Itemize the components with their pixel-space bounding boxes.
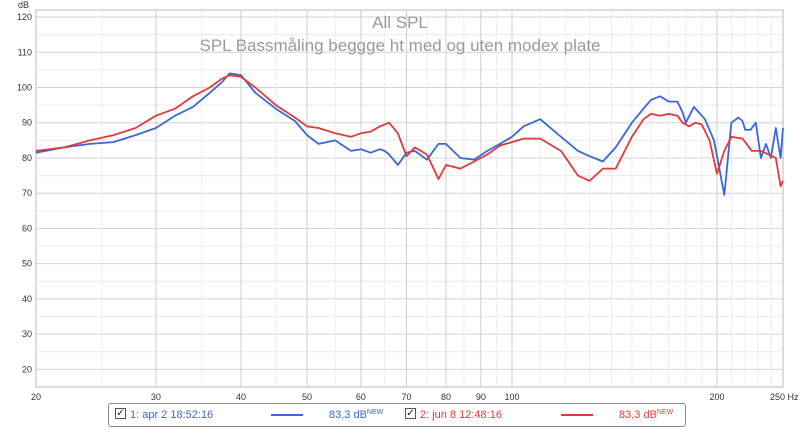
series-layer (35, 72, 784, 196)
x-tick-label: 40 (236, 392, 246, 402)
chart-legend: ✓ 1: apr 2 18:52:16 83,3 dBNEW ✓ 2: jun … (108, 403, 686, 427)
x-tick-label: 80 (441, 392, 451, 402)
y-tick-label: 80 (22, 153, 32, 163)
checkbox-icon[interactable]: ✓ (115, 408, 126, 419)
y-tick-label: 120 (17, 12, 32, 22)
legend-series-1-value: 83,3 dBNEW (329, 409, 384, 421)
x-tick-label: 100 (504, 392, 519, 402)
x-tick-label: 50 (302, 392, 312, 402)
x-tick-label: 90 (476, 392, 486, 402)
legend-series-1-label: 1: apr 2 18:52:16 (130, 409, 214, 421)
x-tick-label: 60 (356, 392, 366, 402)
x-tick-label: 250 Hz (770, 392, 799, 402)
chart-title: All SPL (372, 13, 428, 32)
legend-series-2-value: 83,3 dBNEW (619, 409, 674, 421)
chart-subtitle: SPL Bassmåling beggge ht med og uten mod… (199, 36, 600, 55)
checkbox-icon[interactable]: ✓ (405, 408, 416, 419)
y-tick-label: 110 (18, 47, 32, 57)
legend-series-2-label: 2: jun 8 12:48:16 (420, 409, 502, 421)
x-tick-labels: 20 30 40 50 60 70 80 90 100 200 250 Hz (31, 392, 799, 402)
y-axis-unit-label: dB (18, 0, 29, 10)
legend-series-2-swatch (561, 414, 593, 416)
y-tick-label: 30 (22, 329, 32, 339)
grid-layer (36, 10, 783, 387)
y-tick-label: 40 (22, 294, 32, 304)
series-1-line (35, 72, 784, 196)
x-tick-label: 70 (402, 392, 412, 402)
y-tick-label: 60 (22, 223, 32, 233)
plot-background (35, 9, 784, 388)
series-2-line (35, 74, 784, 188)
y-tick-label: 20 (22, 364, 32, 374)
y-tick-label: 100 (17, 83, 32, 93)
y-tick-labels: 20 30 40 50 60 70 80 90 100 110 120 (17, 12, 32, 374)
x-tick-label: 20 (31, 392, 41, 402)
legend-series-1-swatch (271, 414, 303, 416)
x-tick-label: 200 (709, 392, 724, 402)
y-tick-label: 50 (22, 259, 32, 269)
x-tick-label: 30 (151, 392, 161, 402)
y-tick-label: 70 (22, 188, 32, 198)
y-tick-label: 90 (22, 118, 32, 128)
